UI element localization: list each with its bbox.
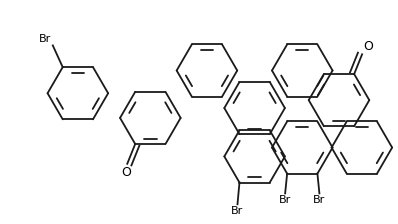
- Text: O: O: [121, 166, 131, 179]
- Text: O: O: [363, 40, 373, 53]
- Text: Br: Br: [279, 195, 291, 205]
- Text: Br: Br: [39, 34, 51, 44]
- Text: Br: Br: [313, 195, 326, 205]
- Text: Br: Br: [231, 206, 244, 216]
